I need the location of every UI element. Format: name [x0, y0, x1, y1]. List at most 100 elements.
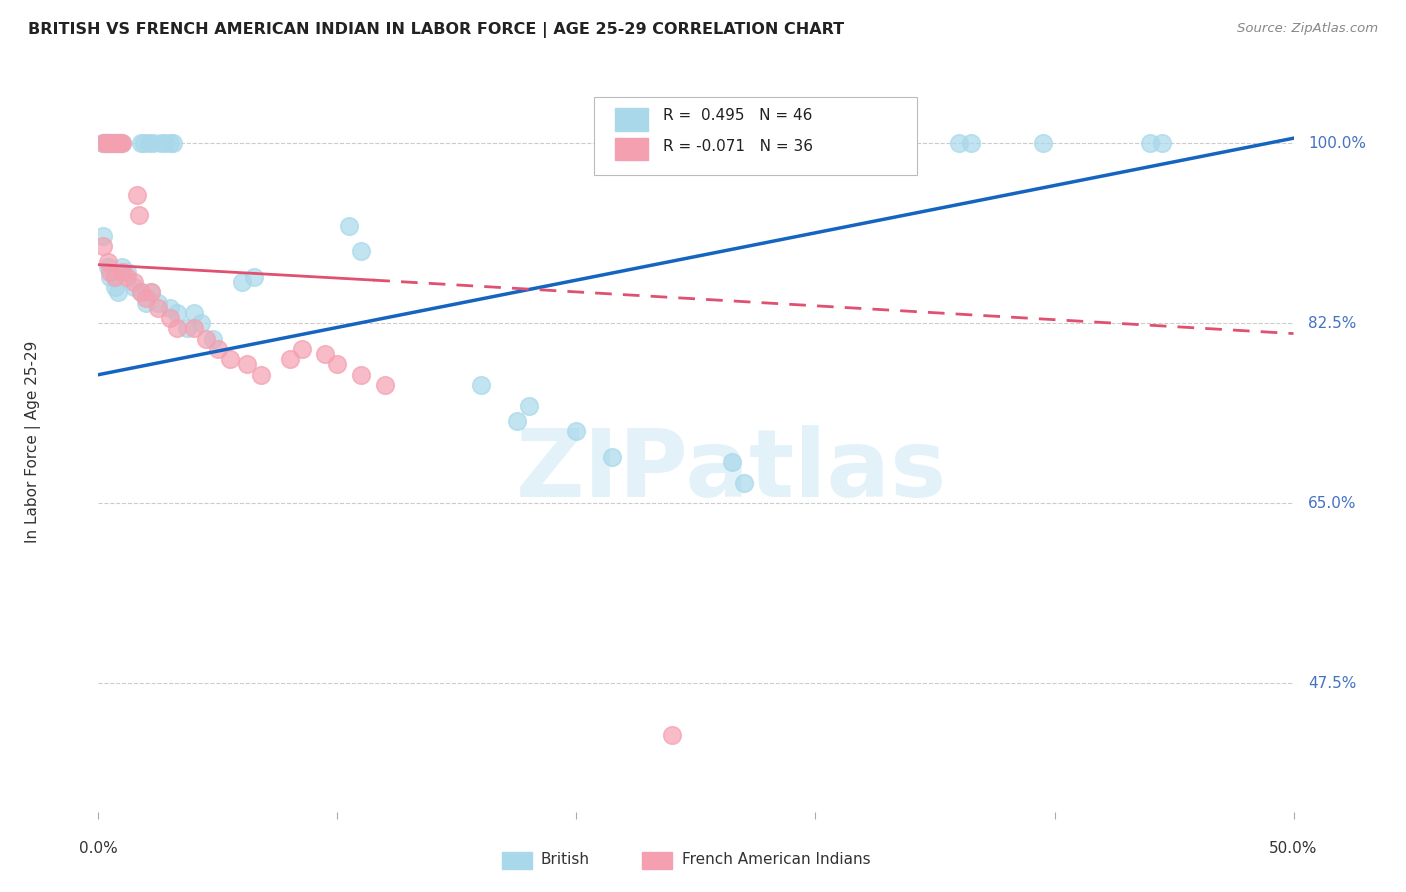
Point	[159, 311, 181, 326]
Point	[91, 136, 114, 151]
Point	[91, 136, 114, 151]
Point	[97, 136, 120, 151]
Point	[104, 270, 127, 285]
Text: 82.5%: 82.5%	[1308, 316, 1357, 331]
Point	[166, 306, 188, 320]
Point	[97, 136, 120, 151]
Text: R =  0.495   N = 46: R = 0.495 N = 46	[662, 108, 811, 123]
Point	[98, 136, 122, 151]
Point	[91, 239, 114, 253]
Point	[202, 332, 225, 346]
Point	[104, 136, 127, 151]
Point	[506, 414, 529, 428]
Point	[128, 208, 150, 222]
Point	[107, 285, 129, 300]
Point	[98, 136, 122, 151]
Point	[517, 399, 540, 413]
Text: 50.0%: 50.0%	[1270, 840, 1317, 855]
Point	[111, 265, 134, 279]
Point	[115, 270, 138, 285]
Point	[470, 378, 492, 392]
Point	[101, 136, 124, 151]
Point	[733, 475, 755, 490]
Point	[94, 136, 117, 151]
Point	[155, 136, 177, 151]
Point	[149, 136, 172, 151]
Point	[124, 275, 146, 289]
Point	[565, 424, 588, 438]
Text: 65.0%: 65.0%	[1308, 496, 1357, 511]
Point	[108, 136, 131, 151]
Point	[159, 301, 181, 315]
Point	[115, 265, 138, 279]
Point	[190, 316, 212, 330]
Point	[101, 136, 124, 151]
Point	[195, 332, 218, 346]
Point	[131, 285, 153, 300]
Text: 0.0%: 0.0%	[79, 840, 118, 855]
Point	[107, 136, 129, 151]
Point	[176, 321, 198, 335]
FancyBboxPatch shape	[643, 853, 672, 869]
Text: BRITISH VS FRENCH AMERICAN INDIAN IN LABOR FORCE | AGE 25-29 CORRELATION CHART: BRITISH VS FRENCH AMERICAN INDIAN IN LAB…	[28, 22, 844, 38]
Point	[183, 321, 205, 335]
Text: 100.0%: 100.0%	[1308, 136, 1365, 151]
Point	[98, 270, 122, 285]
Point	[97, 260, 120, 274]
Text: 47.5%: 47.5%	[1308, 675, 1357, 690]
Text: In Labor Force | Age 25-29: In Labor Force | Age 25-29	[25, 341, 41, 542]
FancyBboxPatch shape	[614, 138, 648, 161]
Point	[166, 321, 188, 335]
Text: British: British	[541, 853, 589, 867]
Point	[104, 280, 127, 294]
Text: R = -0.071   N = 36: R = -0.071 N = 36	[662, 139, 813, 154]
Point	[124, 280, 146, 294]
Point	[661, 728, 683, 742]
Point	[1152, 136, 1174, 151]
Point	[108, 136, 131, 151]
Point	[207, 342, 229, 356]
Point	[231, 275, 253, 289]
Text: ZIPatlas: ZIPatlas	[516, 425, 948, 517]
Point	[131, 285, 153, 300]
Point	[243, 270, 266, 285]
Point	[125, 187, 148, 202]
Point	[278, 352, 301, 367]
Point	[138, 136, 160, 151]
Point	[960, 136, 983, 151]
FancyBboxPatch shape	[614, 108, 648, 130]
Point	[91, 228, 114, 243]
Point	[326, 358, 349, 372]
Point	[97, 254, 120, 268]
Point	[350, 368, 373, 382]
Point	[135, 291, 157, 305]
Point	[131, 136, 153, 151]
Point	[721, 455, 744, 469]
Point	[98, 265, 122, 279]
Point	[219, 352, 242, 367]
Point	[142, 136, 165, 151]
Point	[235, 358, 257, 372]
Point	[159, 136, 181, 151]
Point	[111, 260, 134, 274]
Point	[250, 368, 273, 382]
Point	[315, 347, 337, 361]
Point	[162, 136, 184, 151]
Point	[139, 285, 162, 300]
Text: Source: ZipAtlas.com: Source: ZipAtlas.com	[1237, 22, 1378, 36]
Point	[135, 295, 157, 310]
FancyBboxPatch shape	[502, 853, 533, 869]
Point	[132, 136, 155, 151]
Point	[94, 136, 117, 151]
Point	[339, 219, 361, 233]
Point	[948, 136, 970, 151]
Point	[111, 136, 134, 151]
Point	[111, 136, 134, 151]
Point	[602, 450, 624, 464]
Point	[1032, 136, 1054, 151]
Point	[350, 244, 373, 259]
FancyBboxPatch shape	[595, 97, 917, 175]
Point	[183, 306, 205, 320]
Text: French American Indians: French American Indians	[682, 853, 870, 867]
Point	[148, 295, 170, 310]
